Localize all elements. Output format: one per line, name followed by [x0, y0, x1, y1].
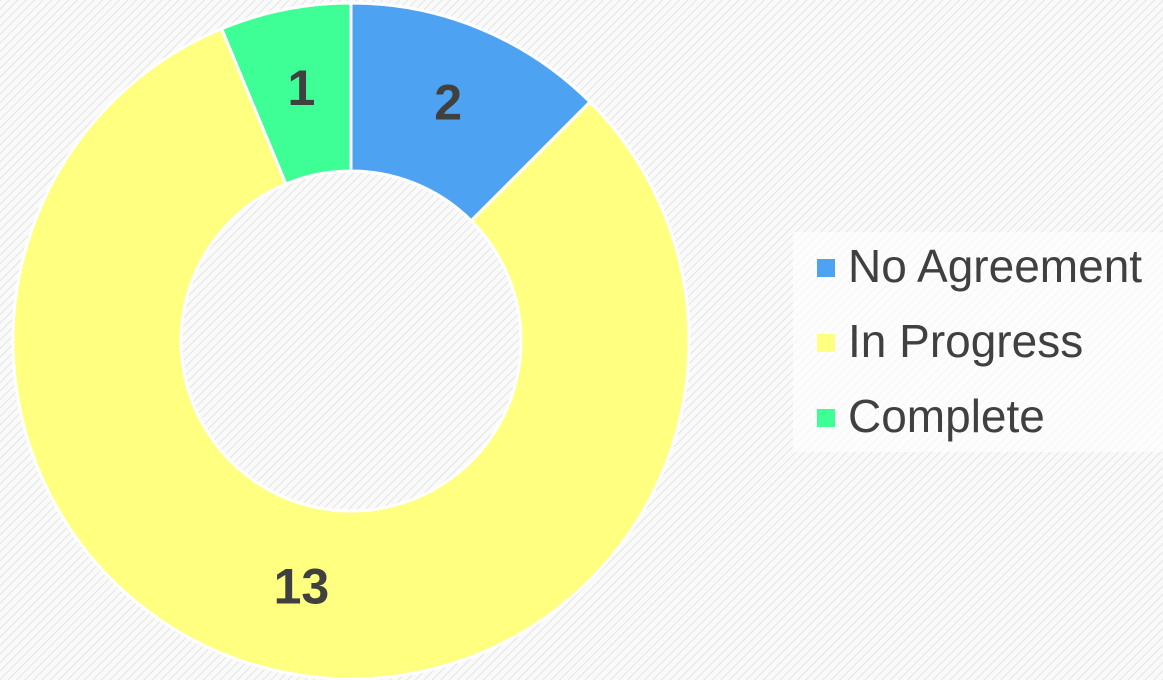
legend-swatch [817, 259, 835, 277]
legend: No Agreement In Progress Complete [817, 240, 1142, 442]
legend-label: No Agreement [848, 240, 1142, 292]
value-label: 2 [434, 75, 462, 131]
legend-label: In Progress [848, 315, 1083, 367]
legend-label: Complete [848, 390, 1045, 442]
legend-swatch [817, 334, 835, 352]
value-label: 13 [274, 558, 330, 614]
donut-slice [349, 1, 593, 223]
legend-box [793, 232, 1163, 452]
legend-swatch [817, 409, 835, 427]
donut-slice [219, 1, 353, 186]
donut: 2 13 1 [11, 1, 691, 680]
donut-slice [11, 26, 691, 680]
value-label: 1 [288, 60, 316, 116]
